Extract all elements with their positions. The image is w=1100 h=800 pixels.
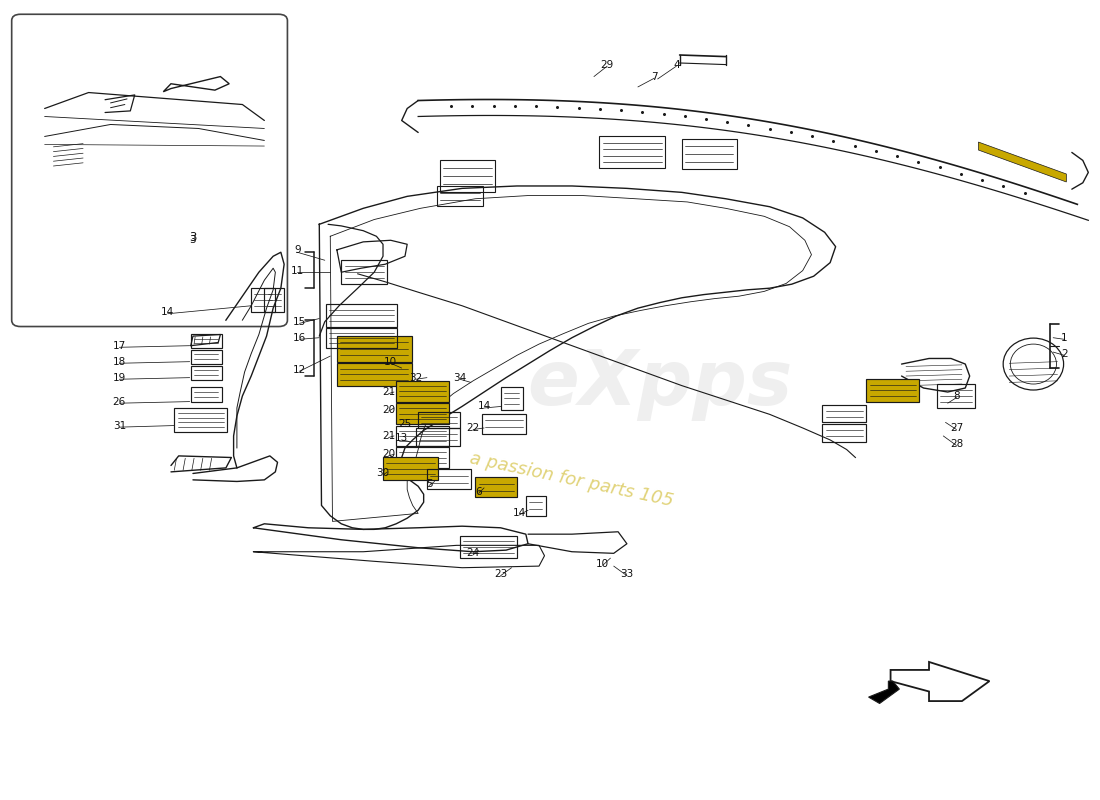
Text: 23: 23 [494, 569, 507, 579]
Text: eXpps: eXpps [527, 347, 792, 421]
Text: 21: 21 [382, 431, 395, 441]
Polygon shape [979, 142, 1066, 182]
Text: 8: 8 [954, 391, 960, 401]
Text: 3: 3 [189, 235, 196, 246]
Bar [427, 470, 471, 490]
Text: 31: 31 [112, 421, 126, 430]
Bar [326, 304, 397, 326]
Bar [418, 412, 460, 428]
Text: 14: 14 [161, 307, 174, 317]
Text: 26: 26 [112, 397, 126, 406]
Text: 27: 27 [950, 423, 964, 433]
Text: 32: 32 [409, 373, 422, 382]
Text: 15: 15 [293, 317, 306, 326]
Bar [482, 414, 526, 434]
Text: 19: 19 [112, 373, 126, 382]
Bar [190, 366, 221, 380]
Text: 4: 4 [673, 59, 680, 70]
Bar [823, 424, 867, 442]
Text: 24: 24 [466, 548, 480, 558]
Text: 17: 17 [112, 341, 126, 350]
Text: 1: 1 [1060, 333, 1067, 342]
Bar [396, 447, 449, 468]
Text: 20: 20 [382, 450, 395, 459]
Bar [475, 478, 517, 498]
Text: a passion for parts 105: a passion for parts 105 [469, 450, 675, 510]
Text: 12: 12 [293, 365, 306, 374]
Bar [174, 408, 227, 432]
Text: 28: 28 [950, 439, 964, 449]
Bar [396, 381, 449, 402]
Bar [190, 334, 221, 348]
Text: 25: 25 [398, 419, 411, 429]
Text: 9: 9 [294, 245, 300, 255]
Bar [437, 186, 483, 206]
Text: 20: 20 [382, 405, 395, 414]
Bar [326, 328, 397, 348]
Bar [867, 379, 920, 402]
Text: 3: 3 [189, 231, 197, 244]
Text: 10: 10 [596, 558, 609, 569]
Bar [337, 363, 411, 386]
Text: 22: 22 [466, 423, 480, 433]
Bar [500, 387, 522, 410]
Text: 16: 16 [293, 333, 306, 342]
Text: 10: 10 [384, 357, 397, 366]
Bar [937, 384, 976, 408]
Bar [190, 387, 221, 402]
Text: 33: 33 [620, 569, 634, 579]
Text: 5: 5 [426, 479, 432, 489]
Bar [251, 288, 275, 312]
Text: 29: 29 [601, 59, 614, 70]
Text: 2: 2 [1060, 349, 1067, 358]
Bar [341, 260, 387, 284]
Text: 21: 21 [382, 387, 395, 397]
Polygon shape [163, 77, 229, 92]
Bar [396, 403, 449, 424]
Bar [460, 536, 517, 558]
Bar [264, 288, 284, 312]
Text: 6: 6 [475, 487, 482, 497]
Bar [682, 139, 737, 170]
Text: 7: 7 [651, 71, 658, 82]
Bar [526, 496, 546, 516]
Polygon shape [891, 662, 989, 701]
Polygon shape [869, 681, 900, 703]
Text: 34: 34 [453, 373, 466, 382]
Bar [823, 405, 867, 422]
Bar [416, 428, 460, 446]
Bar [440, 161, 495, 192]
Text: 14: 14 [513, 509, 526, 518]
Text: 11: 11 [290, 266, 304, 276]
Text: 13: 13 [395, 434, 408, 443]
Bar [396, 426, 449, 446]
Bar [190, 350, 221, 364]
Bar [383, 458, 438, 480]
Text: 14: 14 [477, 402, 491, 411]
Bar [337, 336, 411, 362]
Bar [600, 137, 666, 169]
FancyBboxPatch shape [12, 14, 287, 326]
Text: 18: 18 [112, 357, 126, 366]
Text: 30: 30 [376, 469, 389, 478]
